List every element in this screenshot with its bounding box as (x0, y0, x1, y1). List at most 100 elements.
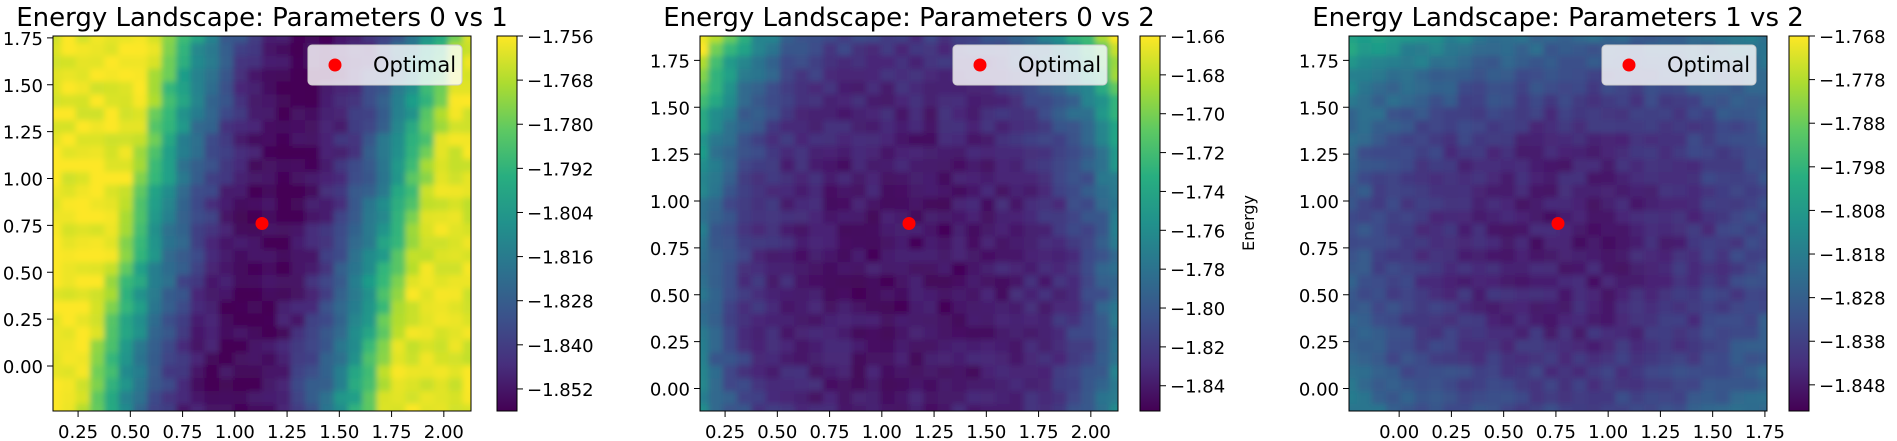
heatmap-cell (305, 94, 321, 109)
heatmap-cell (1586, 275, 1602, 289)
heatmap-cell (161, 404, 177, 411)
heatmap-cell (448, 197, 464, 212)
heatmap-cell (1023, 210, 1039, 225)
heatmap-cell (405, 184, 421, 199)
heatmap-cell (980, 313, 996, 328)
heatmap-cell (1758, 42, 1767, 57)
heatmap-cell (1515, 171, 1531, 186)
heatmap-cell (204, 133, 220, 147)
heatmap-cell (362, 378, 378, 392)
heatmap-cell (118, 236, 134, 251)
heatmap-cell (262, 326, 278, 341)
heatmap-cell (319, 300, 335, 315)
x-tick-label: 2.00 (424, 422, 464, 441)
heatmap-cell (1672, 223, 1688, 238)
heatmap-cell (319, 223, 335, 238)
heatmap-cell (219, 68, 235, 83)
heatmap-cell (1644, 236, 1660, 251)
y-tick-label: 0.75 (1299, 239, 1339, 260)
heatmap-cell (1009, 146, 1025, 160)
heatmap-cell (751, 171, 767, 186)
heatmap-cell (923, 171, 939, 186)
heatmap-cell (923, 197, 939, 212)
heatmap-cell (708, 262, 724, 276)
heatmap-cell (290, 236, 306, 251)
heatmap-cell (1701, 146, 1717, 160)
heatmap-cell (1644, 352, 1660, 367)
heatmap-cell (751, 184, 767, 199)
heatmap-cell (1081, 275, 1097, 289)
heatmap-cell (1601, 223, 1617, 238)
heatmap-cell (1701, 236, 1717, 251)
heatmap-cell (434, 326, 450, 341)
panel-title: Energy Landscape: Parameters 1 vs 2 (1312, 3, 1804, 33)
heatmap-cell (808, 171, 824, 186)
heatmap-cell (319, 133, 335, 147)
heatmap-cell (1009, 120, 1025, 134)
heatmap-cell (462, 339, 471, 354)
heatmap-cell (1400, 107, 1416, 122)
heatmap-cell (1349, 81, 1359, 96)
heatmap-cell (61, 171, 77, 186)
heatmap-cell (894, 120, 910, 134)
heatmap-cell (1081, 313, 1097, 328)
heatmap-cell (808, 42, 824, 57)
heatmap-cell (894, 300, 910, 315)
heatmap-cell (708, 171, 724, 186)
heatmap-cell (880, 275, 896, 289)
heatmap-cell (1357, 171, 1373, 186)
heatmap-cell (247, 404, 263, 411)
heatmap-cell (837, 42, 853, 57)
heatmap-cell (1758, 184, 1767, 199)
heatmap-cell (1615, 197, 1631, 212)
heatmap-cell (391, 404, 407, 411)
heatmap-cell (722, 42, 738, 57)
heatmap-cell (1052, 313, 1068, 328)
heatmap-cell (419, 184, 435, 199)
heatmap-cell (118, 68, 134, 83)
heatmap-cell (765, 210, 781, 225)
heatmap-cell (1357, 159, 1373, 173)
heatmap-cell (880, 42, 896, 57)
heatmap-cell (276, 42, 292, 57)
heatmap-cell (133, 326, 149, 341)
heatmap-cell (90, 378, 106, 392)
heatmap-cell (780, 378, 796, 392)
heatmap-cell (104, 68, 120, 83)
heatmap-cell (391, 171, 407, 186)
heatmap-cell (1758, 55, 1767, 70)
heatmap-cell (1109, 326, 1118, 341)
heatmap-cell (75, 94, 91, 109)
heatmap-cell (1601, 404, 1617, 411)
heatmap-cell (1615, 262, 1631, 276)
heatmap-cell (837, 81, 853, 96)
heatmap-cell (1371, 210, 1387, 225)
heatmap-cell (1515, 55, 1531, 70)
heatmap-cell (405, 391, 421, 405)
heatmap-cell (1687, 146, 1703, 160)
heatmap-cell (937, 275, 953, 289)
heatmap-cell (1601, 146, 1617, 160)
heatmap-cell (952, 249, 968, 263)
heatmap-cell (176, 197, 192, 212)
heatmap-cell (319, 171, 335, 186)
heatmap-cell (995, 236, 1011, 251)
heatmap-cell (1371, 171, 1387, 186)
heatmap-cell (290, 120, 306, 134)
heatmap-cell (700, 171, 710, 186)
heatmap-cell (1543, 391, 1559, 405)
heatmap-cell (1038, 275, 1054, 289)
heatmap-cell (118, 107, 134, 122)
heatmap-cell (448, 288, 464, 302)
heatmap-cell (1586, 223, 1602, 238)
heatmap-cell (995, 352, 1011, 367)
heatmap-cell (1109, 42, 1118, 57)
heatmap-cell (700, 339, 710, 354)
heatmap-cell (1109, 81, 1118, 96)
heatmap-cell (1543, 81, 1559, 96)
heatmap-cell (1601, 391, 1617, 405)
heatmap-cell (722, 184, 738, 199)
colorbar-tick-label: −1.788 (1819, 114, 1886, 135)
heatmap-cell (1601, 197, 1617, 212)
heatmap-cell (1386, 107, 1402, 122)
